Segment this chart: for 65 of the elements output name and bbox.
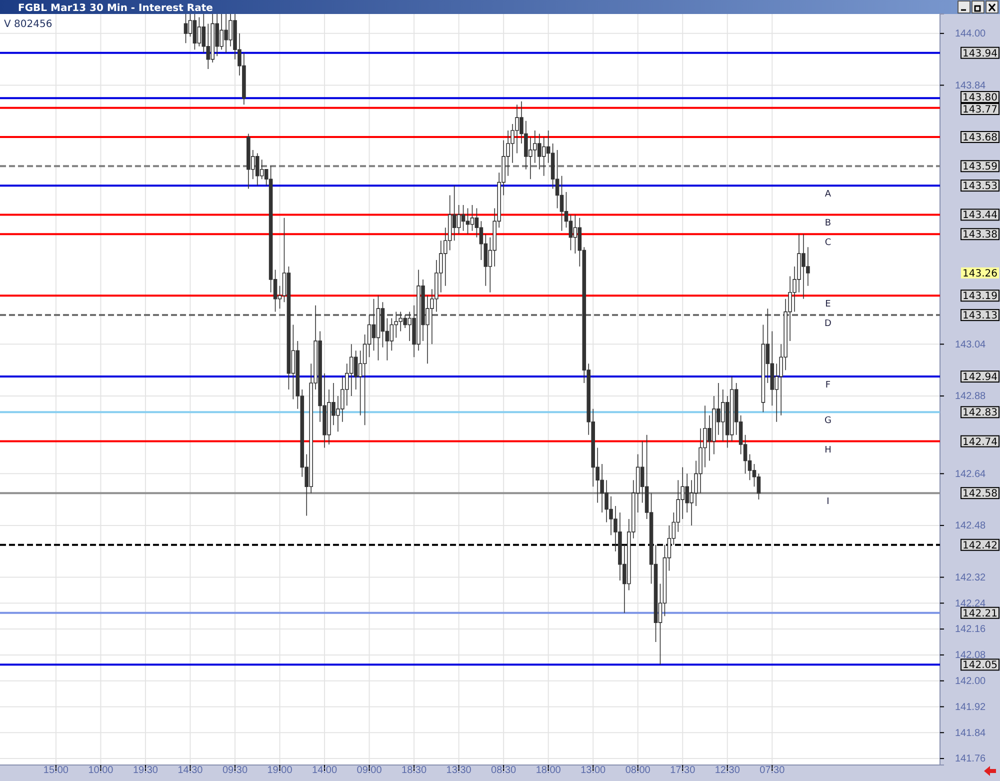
annotation: H [824,445,832,456]
y-tick-label: 141.84 [955,728,986,739]
ref-line-label: 142.42 [962,540,998,552]
annotation: E [825,300,832,310]
ref-line-label: 143.59 [962,162,998,173]
annotation: V 802456 [4,19,52,30]
candlestick [466,208,470,235]
ref-line-label: 143.13 [962,310,998,322]
ref-line-label: 142.58 [962,488,998,500]
ref-line-label: 142.74 [962,436,998,448]
x-tick-label: 08:00 [625,765,651,776]
y-tick-label: 142.00 [955,676,986,688]
ref-line-label: 143.68 [962,132,998,144]
candlestick [461,204,466,232]
ref-line-label: 143.80 [962,92,998,104]
y-tick-label: 142.88 [955,391,986,402]
ref-line-label: 142.05 [962,660,998,672]
x-tick-label: 19:30 [132,765,158,776]
y-tick-label: 144.00 [955,28,986,40]
x-tick-label: 09:30 [222,765,248,776]
x-tick-label: 18:30 [402,765,427,776]
y-tick-label: 142.16 [955,624,986,636]
x-tick-label: 18:00 [536,765,562,776]
x-tick-label: 15:00 [43,765,69,776]
x-tick-label: 09:00 [356,765,382,776]
annotation: G [824,416,832,426]
y-tick-label: 141.92 [955,702,986,713]
annotation: A [824,190,832,200]
x-tick-label: 19:00 [267,765,293,776]
x-tick-label: 10:00 [88,765,114,776]
x-tick-label: 14:00 [312,765,338,776]
ref-line-label: 143.94 [962,48,998,60]
annotation: F [825,380,831,391]
x-tick-label: 08:30 [491,765,517,776]
x-tick-label: 07:30 [760,765,786,776]
candlestick [192,14,197,50]
candlestick [184,14,188,44]
candlestick [376,295,380,361]
annotation: B [824,218,832,229]
y-tick-label: 142.48 [955,520,986,532]
text: 143.26 [962,268,998,280]
ref-line-label: 143.38 [962,230,998,241]
ref-line-label: 143.19 [962,291,998,302]
y-tick-label: 143.84 [955,80,986,92]
y-tick-label: 142.64 [955,468,986,480]
ref-line-label: 143.77 [962,104,998,116]
ref-line-label: 142.83 [962,408,998,419]
annotation: I [826,497,830,508]
annotation: D [824,319,832,330]
x-tick-label: 12:30 [714,765,740,776]
annotation: C [824,238,832,248]
chart-title: FGBL Mar13 30 Min - Interest Rate [18,3,214,14]
y-tick-label: 143.04 [955,339,986,350]
y-tick-label: 142.32 [955,572,986,584]
x-tick-label: 14:30 [178,765,204,776]
ref-line-label: 143.53 [962,181,998,192]
ref-line-label: 142.21 [962,608,998,620]
x-tick-label: 17:30 [670,765,696,776]
x-tick-label: 13:00 [580,765,606,776]
ref-line-label: 143.44 [962,210,998,222]
ref-line-label: 142.94 [962,372,998,384]
y-tick-label: 142.08 [955,650,986,662]
y-tick-label: 141.76 [955,754,986,765]
x-tick-label: 13:30 [446,765,472,776]
y-tick-label: 142.24 [955,598,986,610]
